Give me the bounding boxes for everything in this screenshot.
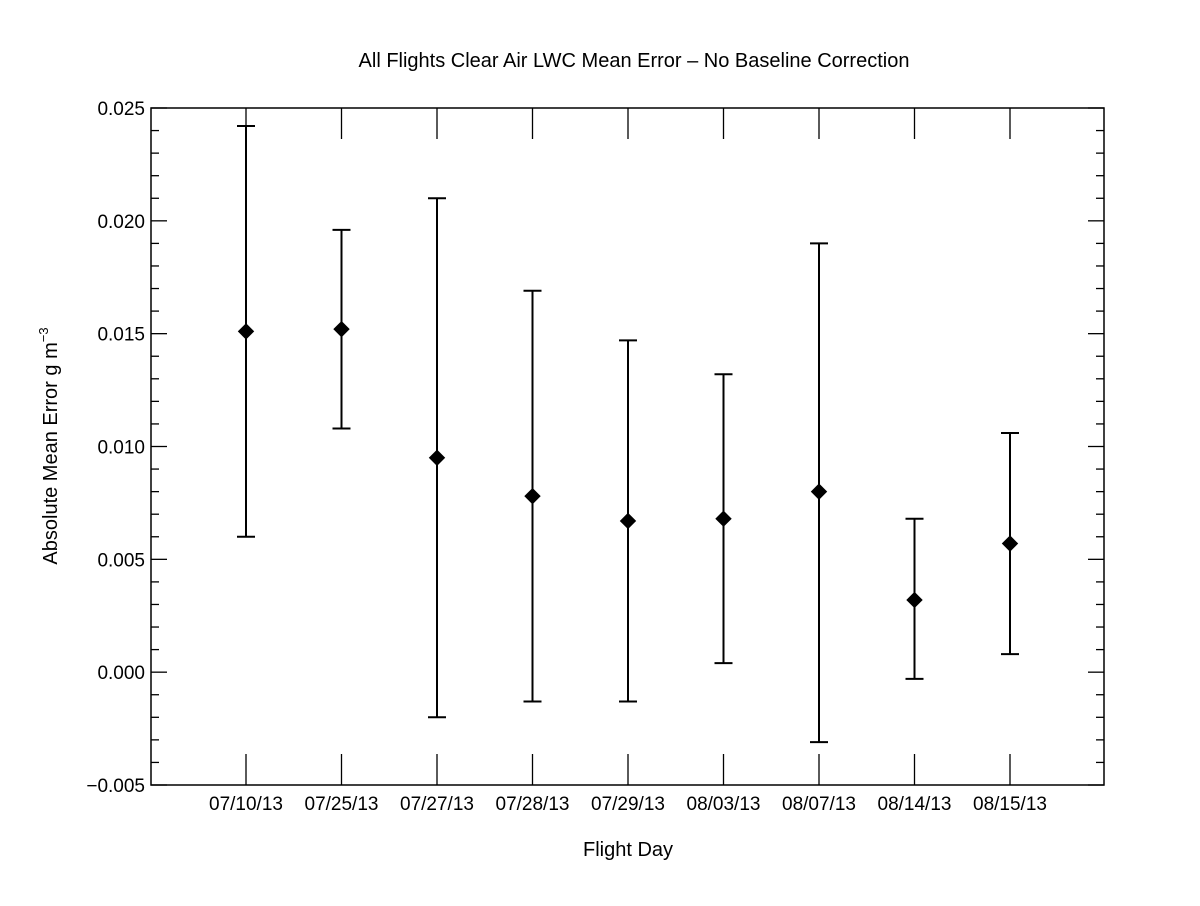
- y-tick-label: 0.005: [97, 550, 145, 571]
- data-point-diamond: [619, 512, 637, 530]
- x-tick-label: 07/29/13: [591, 794, 665, 815]
- x-tick-label: 08/03/13: [687, 794, 761, 815]
- y-axis-label-main: Absolute Mean Error g m: [40, 342, 62, 564]
- x-tick-label: 08/14/13: [878, 794, 952, 815]
- data-point-diamond: [428, 449, 446, 466]
- chart-title: All Flights Clear Air LWC Mean Error – N…: [359, 50, 910, 72]
- y-tick-label: 0.025: [97, 99, 145, 120]
- y-axis-ticks: −0.005 0.000 0.005 0.010 0.015 0.020 0.025: [86, 99, 1104, 797]
- x-axis-label: Flight Day: [583, 839, 673, 861]
- y-axis-label-group: Absolute Mean Error g m−3: [36, 327, 62, 564]
- data-point-diamond: [1001, 535, 1019, 552]
- y-tick-label: −0.005: [86, 776, 145, 797]
- x-tick-label: 07/27/13: [400, 794, 474, 815]
- data-point-diamond: [333, 320, 350, 338]
- x-tick-label: 08/15/13: [973, 794, 1047, 815]
- x-axis-ticks: 07/10/13 07/25/13 07/27/13 07/28/13 07/29/13…: [209, 108, 1047, 815]
- data-point-diamond: [237, 323, 255, 340]
- data-point-diamond: [810, 483, 828, 500]
- x-tick-label: 08/07/13: [782, 794, 856, 815]
- error-bars: [237, 125, 1019, 744]
- data-point-diamond: [906, 591, 923, 609]
- data-markers: [237, 320, 1019, 609]
- y-tick-label: 0.020: [97, 212, 145, 233]
- x-tick-label: 07/28/13: [496, 794, 570, 815]
- x-tick-label: 07/25/13: [305, 794, 379, 815]
- data-point-diamond: [715, 510, 732, 527]
- data-point-diamond: [524, 487, 541, 505]
- y-tick-label: 0.010: [97, 438, 145, 459]
- x-tick-label: 07/10/13: [209, 794, 283, 815]
- y-axis-label-superscript: −3: [36, 327, 51, 342]
- y-tick-label: 0.015: [97, 325, 145, 346]
- y-tick-label: 0.000: [97, 663, 145, 684]
- y-axis-label: Absolute Mean Error g m−3: [36, 327, 62, 564]
